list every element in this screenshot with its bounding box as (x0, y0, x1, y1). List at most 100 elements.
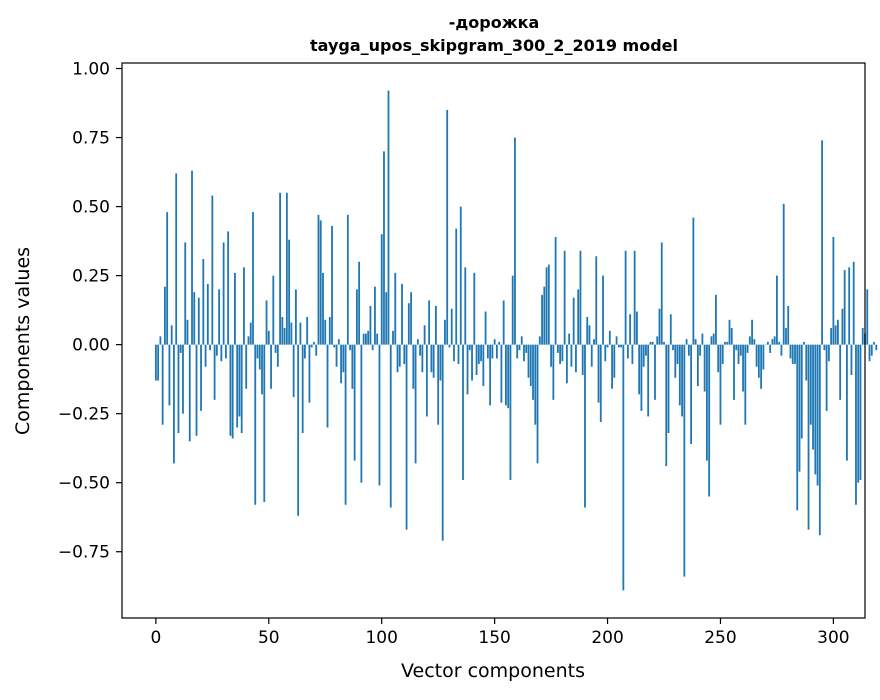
bar (232, 345, 234, 439)
bar (548, 265, 550, 345)
bar-group (155, 91, 877, 591)
bar (688, 345, 690, 356)
bar (537, 345, 539, 464)
y-tick-label: −0.25 (58, 405, 110, 425)
bar (769, 345, 771, 353)
bar (753, 339, 755, 345)
bar (873, 342, 875, 345)
bar (783, 204, 785, 345)
bar (286, 193, 288, 345)
bar (421, 345, 423, 373)
bar (184, 242, 186, 344)
bar (200, 345, 202, 411)
bar (704, 345, 706, 392)
bar (656, 336, 658, 344)
bar (202, 259, 204, 345)
bar (683, 345, 685, 577)
bar (220, 345, 222, 362)
bar (611, 345, 613, 389)
bar (372, 345, 374, 351)
bar (435, 306, 437, 345)
bar (245, 345, 247, 389)
bar (390, 345, 392, 508)
y-axis-label: Components values (12, 247, 34, 435)
x-axis-label: Vector components (401, 660, 585, 682)
bar (821, 140, 823, 344)
bar (808, 345, 810, 530)
bar (365, 334, 367, 345)
bar (708, 345, 710, 497)
bar (207, 284, 209, 345)
bar (785, 328, 787, 345)
bar (602, 276, 604, 345)
bar (351, 345, 353, 389)
bar (751, 320, 753, 345)
bar (609, 331, 611, 345)
bar (383, 151, 385, 344)
bar (875, 345, 877, 351)
bar (304, 345, 306, 359)
chart-title-line2: tayga_upos_skipgram_300_2_2019 model (310, 36, 678, 55)
bar (857, 345, 859, 483)
bar (467, 345, 469, 395)
bar (270, 345, 272, 389)
bar (521, 336, 523, 344)
bar (295, 289, 297, 344)
bar (618, 345, 620, 348)
bar (189, 345, 191, 442)
bar (869, 345, 871, 362)
bar (672, 345, 674, 351)
bar (577, 289, 579, 344)
bar (823, 345, 825, 351)
bar (543, 287, 545, 345)
bar (320, 220, 322, 344)
bar (740, 345, 742, 356)
bar (218, 289, 220, 344)
bar (266, 300, 268, 344)
x-tick-label: 100 (365, 628, 397, 648)
bar (216, 345, 218, 356)
bar (762, 345, 764, 370)
x-tick-label: 250 (704, 628, 736, 648)
y-tick-label: 0.50 (72, 198, 110, 218)
bar (756, 345, 758, 367)
bar (647, 345, 649, 417)
bar (794, 345, 796, 364)
bar (446, 110, 448, 345)
bar (747, 345, 749, 353)
bar (227, 231, 229, 344)
bar (720, 345, 722, 425)
bar (223, 242, 225, 344)
bar (812, 345, 814, 450)
bar (799, 345, 801, 472)
bar (263, 345, 265, 502)
bar (530, 345, 532, 386)
bar (496, 345, 498, 359)
bar (510, 345, 512, 480)
bar (819, 345, 821, 536)
bar (686, 339, 688, 345)
bar (157, 345, 159, 381)
bar (394, 273, 396, 345)
y-tick-label: −0.75 (58, 543, 110, 563)
bar (214, 345, 216, 400)
bar (826, 345, 828, 411)
bar (236, 345, 238, 428)
bar (851, 345, 853, 375)
y-tick-label: 0.25 (72, 267, 110, 287)
bar (539, 336, 541, 344)
bar (358, 262, 360, 345)
bar (182, 345, 184, 414)
bar (625, 251, 627, 345)
bar (318, 215, 320, 345)
bar (164, 287, 166, 345)
bar (593, 339, 595, 345)
bar (555, 237, 557, 345)
bar (370, 306, 372, 345)
bar (778, 342, 780, 345)
bar (480, 345, 482, 362)
bar (641, 345, 643, 411)
bar (281, 317, 283, 345)
bar (701, 334, 703, 345)
bar (541, 295, 543, 345)
